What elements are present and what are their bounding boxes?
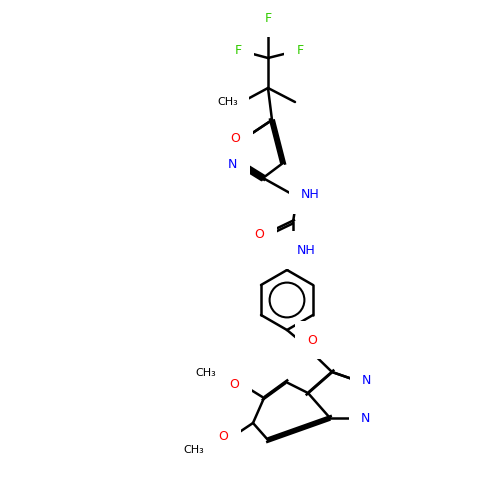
Text: CH₃: CH₃ — [217, 97, 238, 107]
Text: N: N — [362, 374, 372, 388]
Text: NH: NH — [301, 188, 320, 202]
Text: O: O — [230, 132, 240, 144]
Text: F: F — [264, 12, 272, 24]
Text: O: O — [307, 334, 317, 346]
Text: N: N — [361, 412, 370, 424]
Text: F: F — [296, 44, 304, 57]
Text: N: N — [228, 158, 237, 172]
Text: O: O — [254, 228, 264, 240]
Text: F: F — [234, 44, 242, 57]
Text: CH₃: CH₃ — [195, 368, 216, 378]
Text: O: O — [229, 378, 239, 392]
Text: NH: NH — [297, 244, 316, 256]
Text: O: O — [218, 430, 228, 444]
Text: CH₃: CH₃ — [183, 445, 204, 455]
